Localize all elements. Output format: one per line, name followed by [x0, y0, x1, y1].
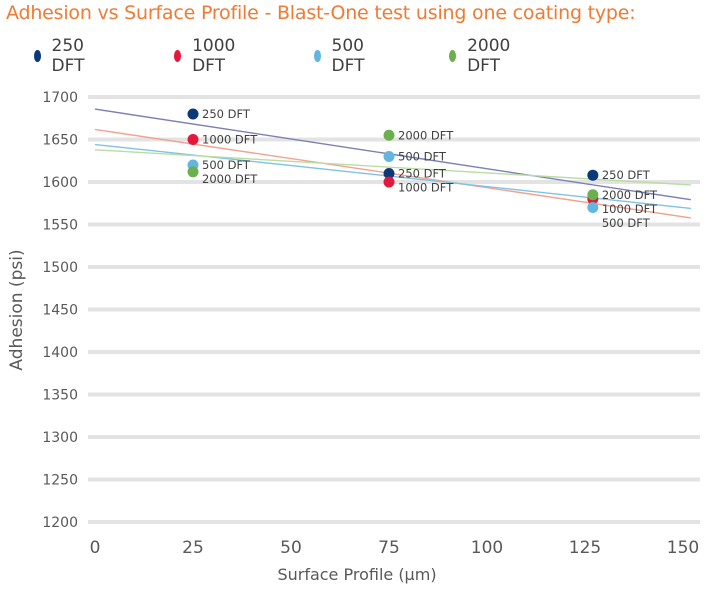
data-label: 250 DFT — [202, 107, 251, 121]
y-tick-label: 1500 — [42, 260, 78, 276]
legend-label: 250 DFT — [51, 36, 85, 76]
y-tick-label: 1400 — [42, 345, 78, 361]
x-tick-label: 25 — [182, 538, 204, 558]
data-label: 1000 DFT — [202, 133, 258, 147]
data-point — [383, 176, 395, 188]
y-tick-label: 1450 — [42, 303, 78, 319]
y-tick-label: 1200 — [42, 515, 78, 531]
y-tick-label: 1300 — [42, 430, 78, 446]
legend-marker — [314, 50, 321, 62]
legend-label: 500 DFT — [331, 36, 365, 76]
legend-item: 1000 DFT — [174, 36, 240, 76]
data-point — [383, 129, 395, 141]
data-label: 2000 DFT — [398, 128, 454, 142]
data-label: 250 DFT — [602, 168, 651, 182]
y-tick-label: 1700 — [42, 90, 78, 106]
data-label: 1000 DFT — [602, 202, 658, 216]
legend-marker — [449, 50, 457, 62]
y-axis-title: Adhesion (psi) — [7, 249, 27, 370]
x-tick-label: 0 — [90, 538, 101, 558]
data-point — [187, 166, 199, 178]
legend-item: 2000 DFT — [449, 36, 515, 76]
y-tick-label: 1250 — [42, 473, 78, 489]
data-label: 500 DFT — [202, 158, 251, 172]
data-point — [187, 134, 199, 145]
data-label: 2000 DFT — [202, 172, 258, 186]
data-point — [383, 151, 395, 162]
data-point — [587, 169, 599, 181]
data-point — [587, 189, 599, 201]
x-axis-title: Surface Profile (µm) — [277, 565, 436, 584]
legend-item: 250 DFT — [34, 36, 90, 76]
data-label: 500 DFT — [398, 150, 447, 164]
chart-title: Adhesion vs Surface Profile - Blast-One … — [6, 2, 636, 24]
legend-label: 2000 DFT — [467, 36, 511, 76]
legend-item: 500 DFT — [314, 36, 370, 76]
data-point — [587, 202, 599, 213]
y-tick-label: 1350 — [42, 388, 78, 404]
x-tick-label: 75 — [378, 538, 400, 558]
x-tick-label: 50 — [280, 538, 302, 558]
x-tick-label: 125 — [569, 538, 601, 558]
legend-marker — [34, 50, 41, 62]
x-tick-label: 100 — [471, 538, 503, 558]
data-label: 500 DFT — [602, 216, 651, 230]
data-point — [187, 108, 199, 120]
data-point — [383, 168, 395, 179]
data-label: 250 DFT — [398, 167, 447, 181]
legend-label: 1000 DFT — [192, 36, 236, 76]
y-tick-label: 1650 — [42, 133, 78, 149]
y-tick-label: 1550 — [42, 218, 78, 234]
data-label: 1000 DFT — [398, 181, 454, 195]
data-label: 2000 DFT — [602, 188, 658, 202]
legend-marker — [174, 50, 182, 62]
x-tick-label: 150 — [667, 538, 699, 558]
y-tick-label: 1600 — [42, 175, 78, 191]
